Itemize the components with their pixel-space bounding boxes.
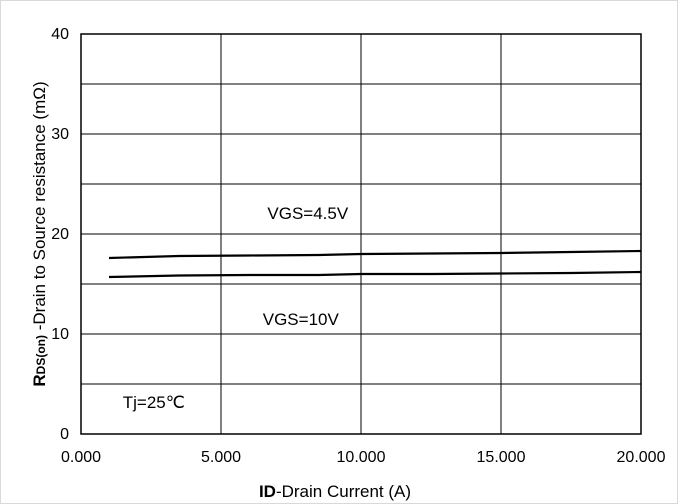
- y-tick-labels: 0 10 20 30 40: [51, 26, 69, 443]
- x-tick-labels: 0.000 5.000 10.000 15.000 20.000: [61, 449, 666, 466]
- annotations: VGS=4.5V VGS=10V Tj=25℃: [123, 204, 349, 412]
- x-tick-label: 15.000: [477, 449, 526, 466]
- y-axis-title-bold: R: [30, 374, 49, 386]
- series-lines: [108, 249, 642, 279]
- annotation-label: VGS=10V: [263, 310, 340, 329]
- x-axis-title: ID-Drain Current (A): [259, 482, 411, 501]
- series-line: [108, 249, 642, 260]
- y-tick-label: 20: [51, 226, 69, 243]
- series-line: [108, 270, 642, 279]
- plot-area-frame: [80, 33, 642, 435]
- grid-lines: [80, 33, 642, 435]
- y-axis-title-rest: -Drain to Source resistance (mΩ): [30, 81, 49, 335]
- annotation-label: Tj=25℃: [123, 393, 185, 412]
- y-tick-label: 0: [60, 426, 69, 443]
- x-tick-label: 5.000: [201, 449, 241, 466]
- y-axis-title: RDS(on) -Drain to Source resistance (mΩ): [30, 81, 49, 386]
- x-axis-title-bold: ID: [259, 482, 276, 501]
- y-axis-title-sub: DS(on): [34, 335, 48, 374]
- y-tick-label: 10: [51, 326, 69, 343]
- x-tick-label: 10.000: [337, 449, 386, 466]
- y-tick-label: 40: [51, 26, 69, 43]
- annotation-label: VGS=4.5V: [267, 204, 348, 223]
- x-axis-title-rest: -Drain Current (A): [276, 482, 411, 501]
- y-tick-label: 30: [51, 126, 69, 143]
- x-tick-label: 20.000: [617, 449, 666, 466]
- x-tick-label: 0.000: [61, 449, 101, 466]
